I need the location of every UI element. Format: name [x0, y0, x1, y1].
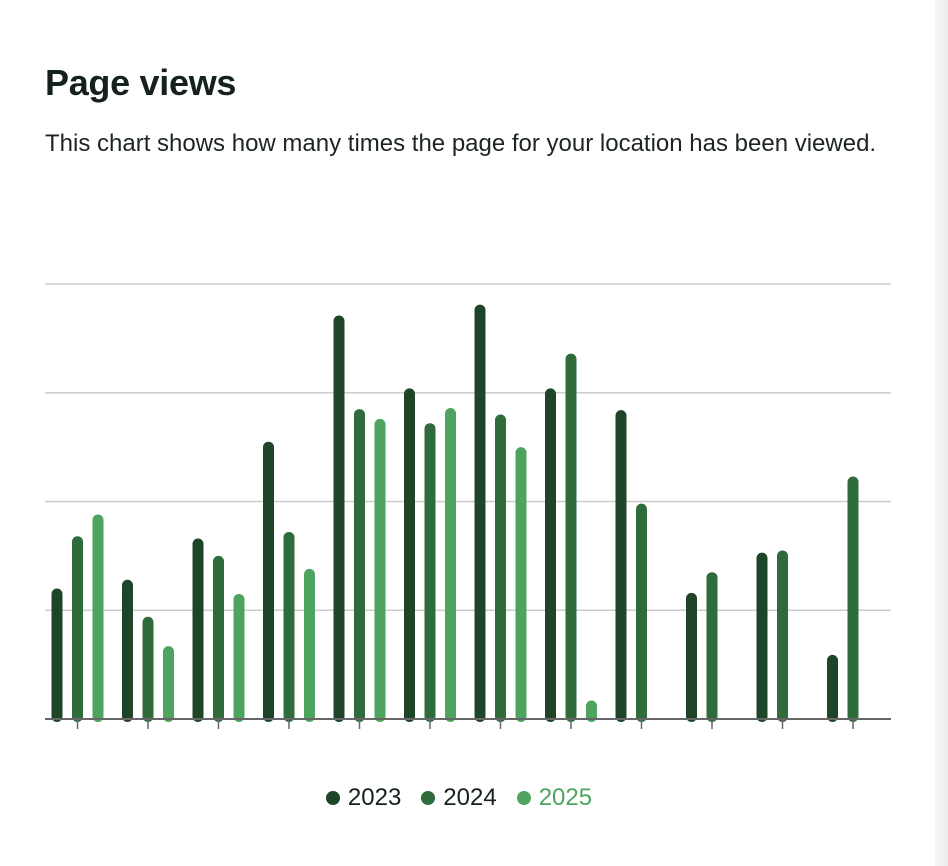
- bar-2024-8: [565, 353, 577, 722]
- bar-2023-11: [756, 552, 768, 722]
- bar-2024-4: [283, 531, 295, 722]
- bar-2025-7: [515, 447, 527, 722]
- bar-2023-1: [51, 588, 63, 722]
- legend-label-2024: 2024: [443, 784, 497, 811]
- legend-dot-2023: [325, 791, 340, 805]
- bar-2025-8: [586, 700, 597, 722]
- page-views-bar-chart: [45, 283, 891, 729]
- bar-2023-2: [122, 579, 133, 722]
- bar-2025-4: [304, 568, 315, 722]
- legend-item-2024[interactable]: 2024: [421, 784, 497, 812]
- legend-dot-2025: [516, 791, 531, 805]
- bar-2023-12: [827, 654, 838, 722]
- bar-2024-7: [495, 414, 506, 722]
- legend-dot-2024: [421, 791, 436, 805]
- card-edge: [935, 0, 948, 866]
- bar-2025-5: [374, 418, 386, 722]
- bar-2024-11: [777, 550, 788, 722]
- legend-item-2025[interactable]: 2025: [516, 784, 593, 812]
- bar-2025-3: [233, 593, 245, 722]
- bar-2023-8: [545, 388, 556, 722]
- bar-2024-1: [72, 536, 83, 722]
- bar-2025-1: [92, 514, 104, 722]
- legend-label-2025: 2025: [538, 784, 593, 811]
- legend-label-2023: 2023: [347, 784, 402, 811]
- bar-2023-4: [263, 441, 274, 722]
- bar-2023-3: [192, 538, 204, 722]
- chart-description: This chart shows how many times the page…: [45, 130, 877, 157]
- bar-2024-12: [847, 476, 859, 722]
- bar-2024-9: [636, 503, 647, 722]
- bar-2024-10: [706, 572, 718, 722]
- bar-2023-9: [615, 410, 627, 722]
- bar-2023-6: [404, 388, 415, 722]
- bar-2023-10: [686, 592, 697, 722]
- bar-2024-5: [354, 409, 365, 722]
- chart-legend: 2023 2024 2025: [0, 784, 918, 812]
- bar-2024-2: [142, 616, 154, 722]
- legend-item-2023[interactable]: 2023: [325, 784, 402, 812]
- bar-2024-6: [424, 423, 436, 722]
- bar-2025-6: [445, 407, 456, 722]
- bar-2023-7: [474, 304, 486, 722]
- bar-2024-3: [213, 555, 224, 722]
- chart-title: Page views: [45, 62, 237, 103]
- bar-2023-5: [333, 315, 345, 722]
- bar-2025-2: [163, 646, 174, 722]
